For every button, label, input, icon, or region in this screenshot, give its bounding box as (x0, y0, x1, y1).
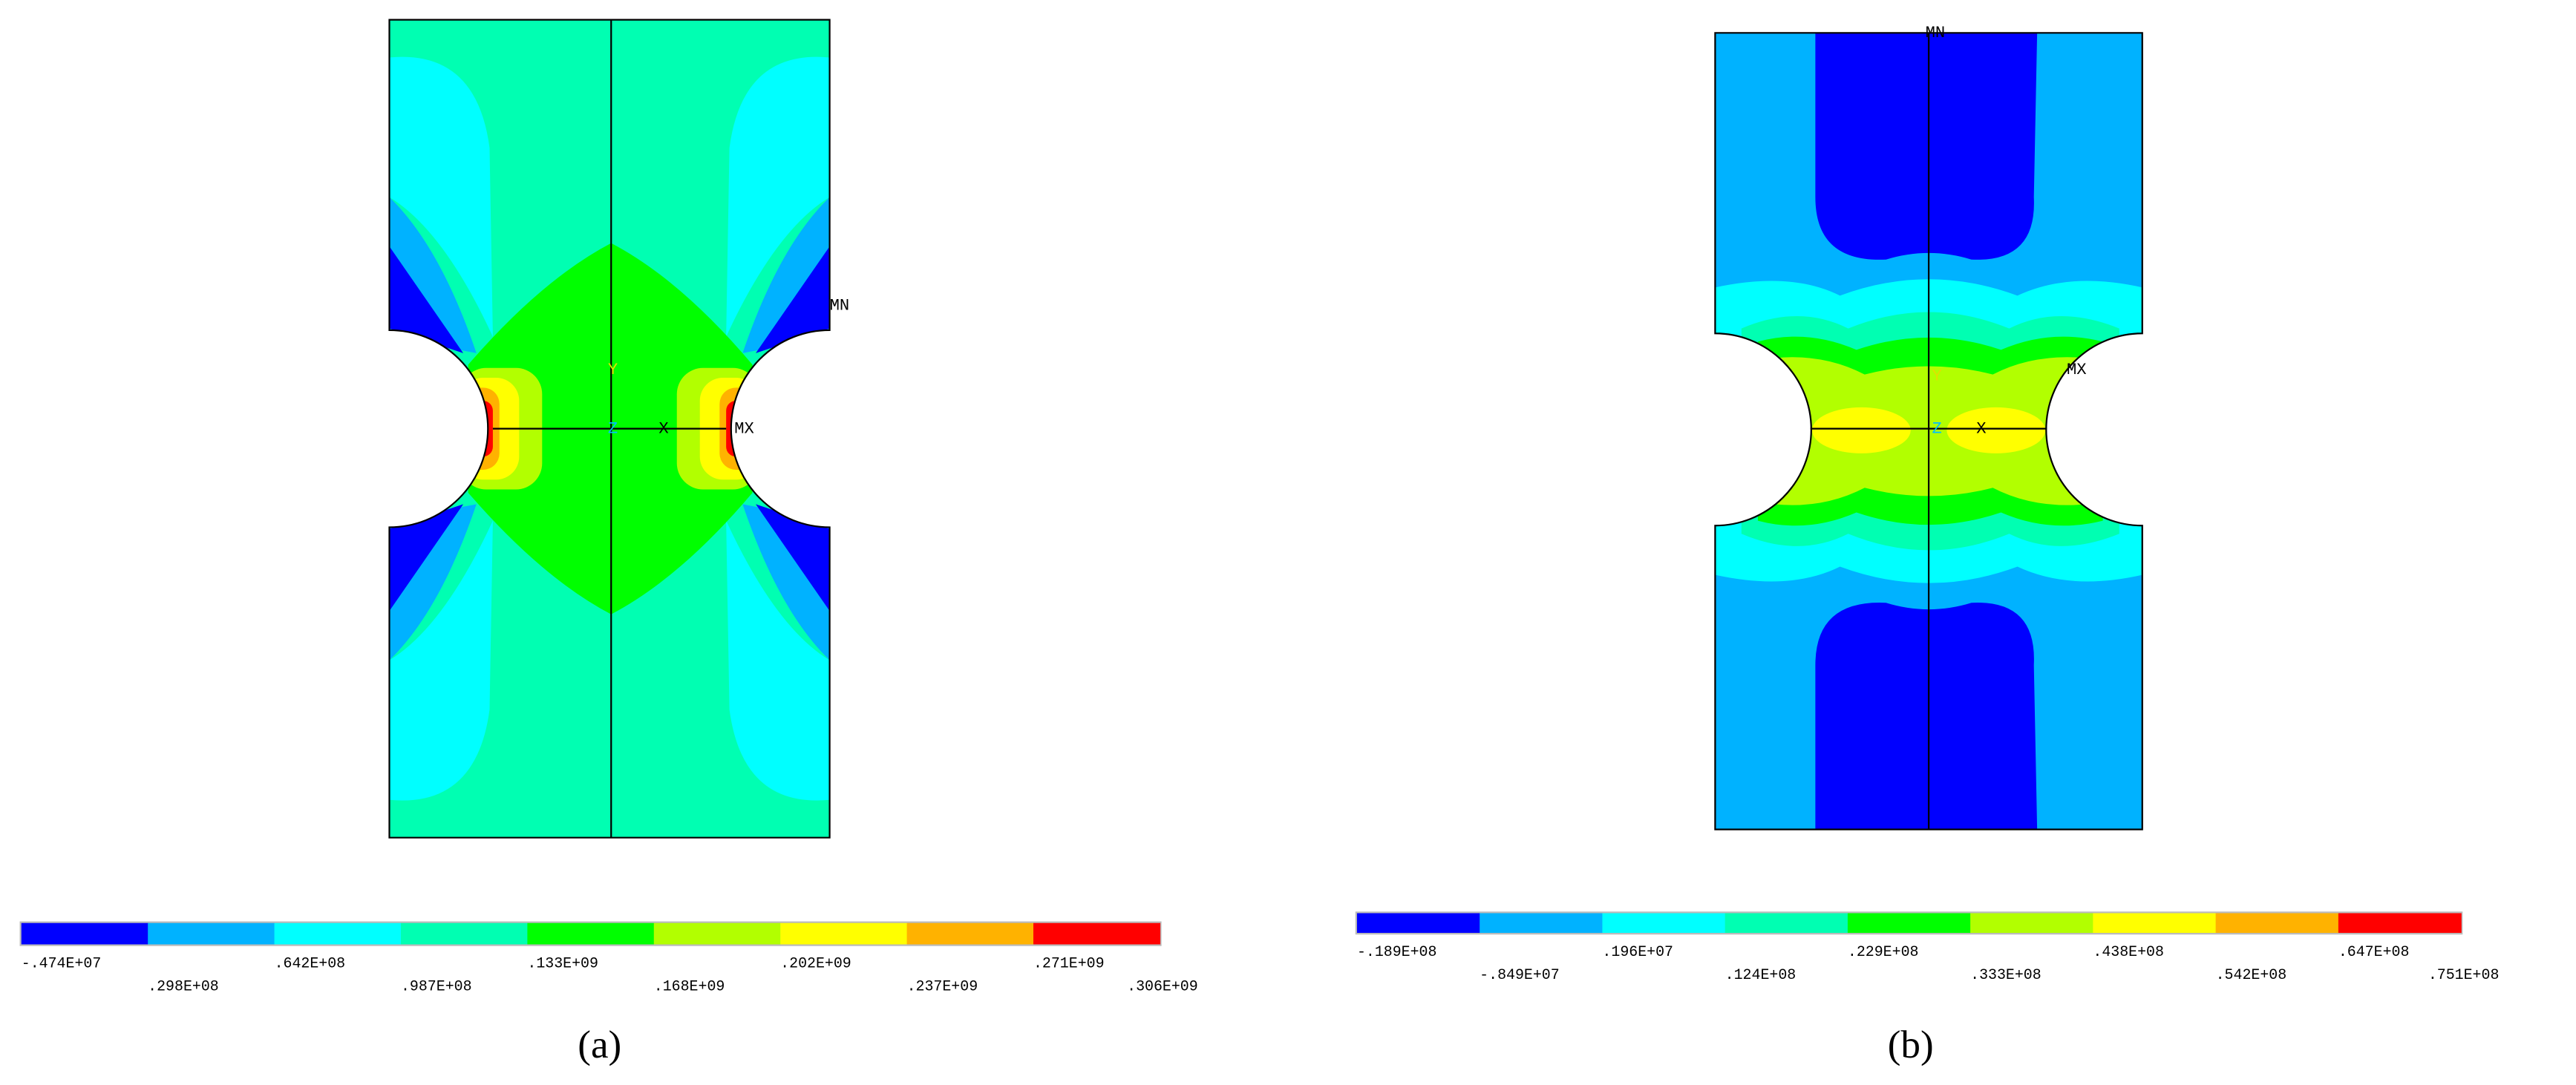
colorbar-segment (400, 922, 529, 945)
colorbar-segment (2338, 913, 2462, 934)
colorbar-segment (21, 922, 148, 945)
colorbar-label: .229E+08 (1848, 943, 1919, 960)
colorbar-label: -.474E+07 (22, 955, 102, 972)
colorbar-segment (148, 922, 275, 945)
outline-b (1714, 32, 2143, 830)
colorbar-label: .168E+09 (654, 977, 725, 994)
colorbar-label: .196E+07 (1602, 943, 1673, 960)
colorbar-label: .647E+08 (2338, 943, 2410, 960)
node-label: Z (1932, 419, 1942, 438)
node-label: X (658, 419, 668, 438)
node-label: MX (734, 419, 754, 438)
colorbar-segment (653, 922, 781, 945)
node-label: Y (608, 361, 618, 379)
colorbar-segment (780, 922, 908, 945)
colorbar-label: .271E+09 (1033, 955, 1105, 972)
colorbar-segment (1033, 922, 1161, 945)
colorbar-label: .751E+08 (2428, 966, 2500, 983)
colorbar-segment (1847, 913, 1971, 934)
colorbar-label: .987E+08 (401, 977, 472, 994)
node-label: MN (830, 297, 850, 315)
colorbar-label: .438E+08 (2093, 943, 2164, 960)
colorbar-label: .542E+08 (2216, 966, 2287, 983)
caption: (a) (578, 1023, 621, 1066)
node-label: MX (2067, 361, 2087, 379)
caption: (b) (1888, 1023, 1934, 1066)
colorbar-label: .298E+08 (148, 977, 219, 994)
colorbar-segment (1480, 913, 1604, 934)
colorbar-label: -.849E+07 (1480, 966, 1560, 983)
node-label: X (1976, 419, 1986, 438)
colorbar-label: .642E+08 (275, 955, 346, 972)
colorbar-label: .306E+09 (1127, 977, 1198, 994)
outline-a (388, 19, 831, 839)
colorbar-segment (274, 922, 402, 945)
colorbar-segment (906, 922, 1034, 945)
colorbar-segment (2215, 913, 2339, 934)
colorbar-label: .333E+08 (1970, 966, 2041, 983)
node-label: Z (608, 419, 618, 438)
colorbar-label: .237E+09 (907, 977, 978, 994)
colorbar-segment (1602, 913, 1726, 934)
colorbar-segment (1356, 913, 1480, 934)
colorbar-segment (1725, 913, 1848, 934)
colorbar-label: .124E+08 (1725, 966, 1797, 983)
colorbar-segment (527, 922, 655, 945)
colorbar-segment (1970, 913, 2094, 934)
colorbar-label: .133E+09 (527, 955, 598, 972)
colorbar-label: .202E+09 (780, 955, 851, 972)
node-label: Y (1932, 367, 1942, 386)
colorbar-segment (2093, 913, 2217, 934)
colorbar-label: -.189E+08 (1357, 943, 1437, 960)
node-label: MN (1926, 24, 1946, 42)
